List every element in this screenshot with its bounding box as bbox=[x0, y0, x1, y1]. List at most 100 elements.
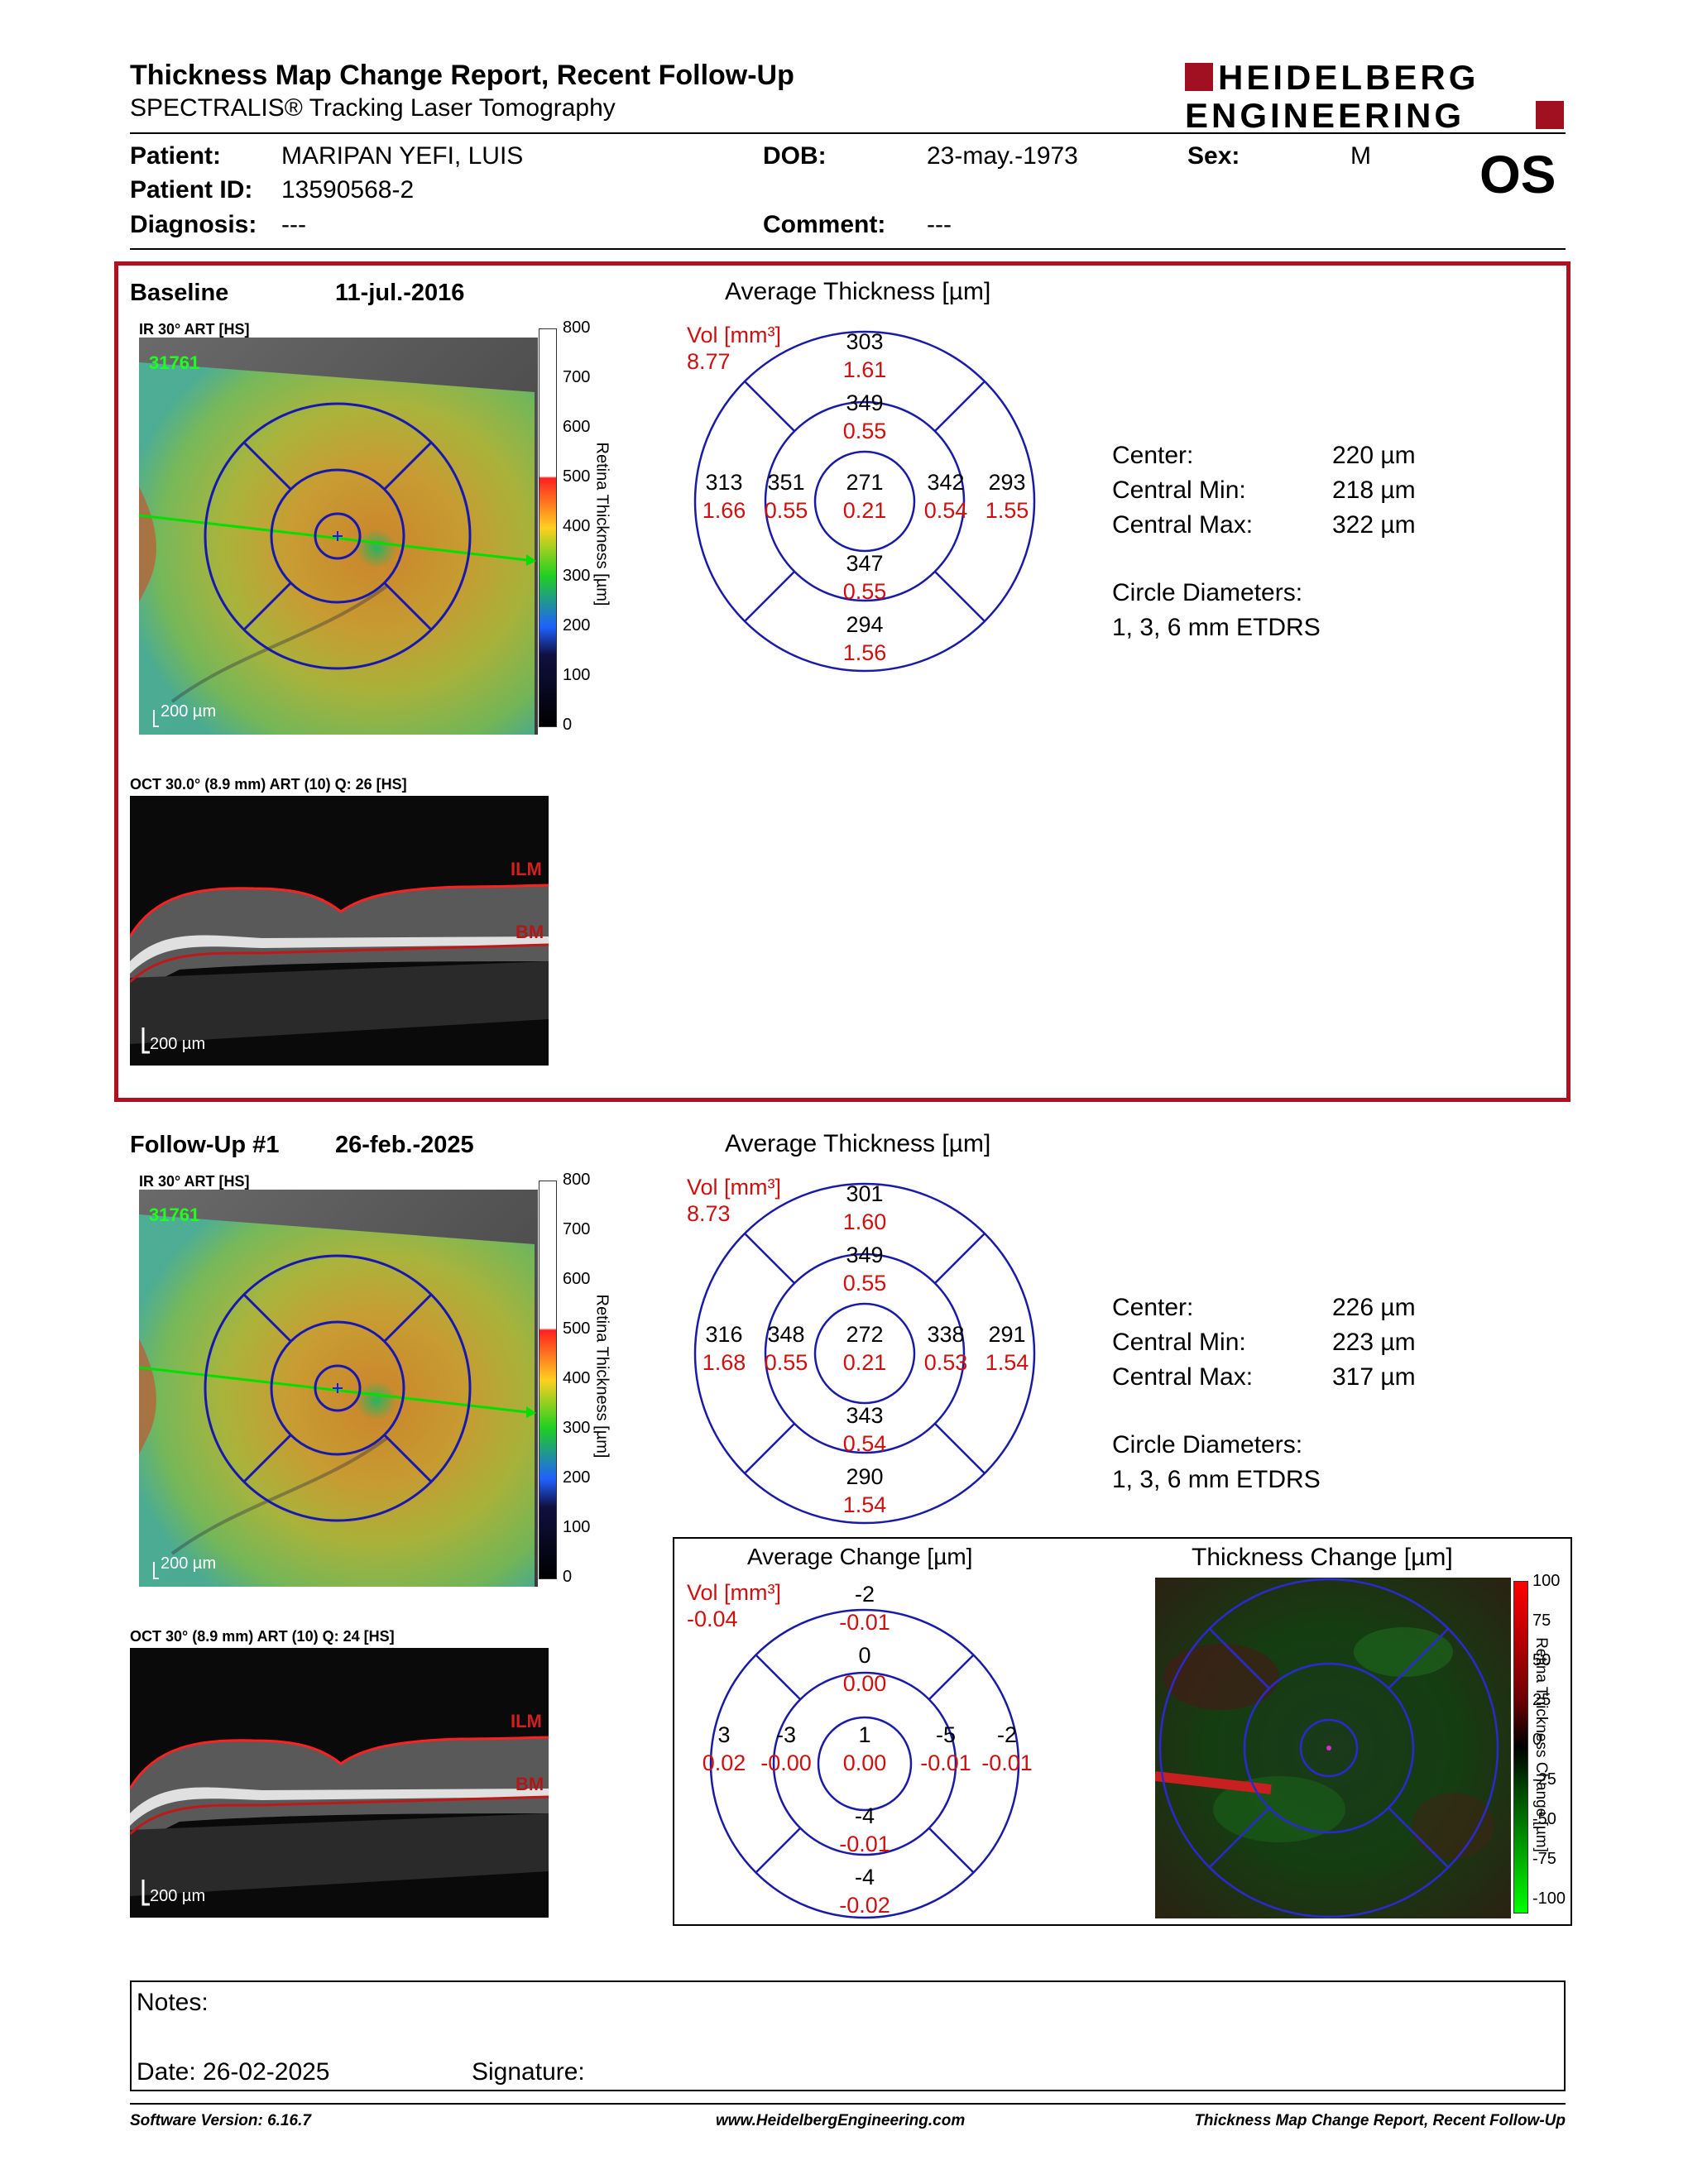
followup-inner-left-thickness: 348 bbox=[767, 1322, 804, 1347]
followup-outer-bottom-thickness: 290 bbox=[846, 1464, 883, 1489]
followup-etdrs-grid: Vol [mm³] 8.73 301 1.60 349 0.55 316 1.6… bbox=[687, 1175, 1036, 1525]
baseline-colorbar-ticks: 800 700 600 500 400 300 200 100 0 bbox=[563, 318, 591, 734]
followup-max-label: Central Max: bbox=[1112, 1363, 1254, 1391]
footer-rule bbox=[130, 2103, 1566, 2105]
baseline-date: 11-jul.-2016 bbox=[335, 280, 465, 306]
change-outer-left-volume: 0.02 bbox=[703, 1751, 746, 1775]
svg-text:ENGINEERING: ENGINEERING bbox=[1185, 96, 1465, 132]
baseline-inner-top-volume: 0.55 bbox=[843, 419, 887, 443]
change-inner-top-volume: 0.00 bbox=[843, 1671, 887, 1696]
followup-min-label: Central Min: bbox=[1112, 1329, 1246, 1356]
change-outer-right-volume: -0.01 bbox=[981, 1751, 1033, 1775]
notes-label: Notes: bbox=[137, 1989, 209, 2016]
followup-outer-right-thickness: 291 bbox=[988, 1322, 1025, 1347]
baseline-oct-bscan: ILM BM 200 µm bbox=[130, 796, 549, 1066]
baseline-colorbar-title: Retina Thickness [µm] bbox=[592, 442, 611, 606]
change-center-thickness: 1 bbox=[858, 1722, 870, 1747]
change-vol-value: -0.04 bbox=[687, 1607, 738, 1631]
eye-indicator: OS bbox=[1479, 145, 1556, 204]
sex-label: Sex: bbox=[1187, 142, 1240, 170]
diagnosis-value: --- bbox=[281, 211, 306, 238]
baseline-title: Baseline bbox=[130, 280, 229, 306]
followup-ilm-label: ILM bbox=[511, 1711, 542, 1731]
change-outer-right-thickness: -2 bbox=[997, 1722, 1017, 1747]
baseline-inner-top-thickness: 349 bbox=[846, 390, 883, 415]
followup-outer-top-thickness: 301 bbox=[846, 1181, 883, 1206]
followup-grid-title: Average Thickness [µm] bbox=[725, 1130, 991, 1157]
report-title: Thickness Map Change Report, Recent Foll… bbox=[130, 60, 794, 91]
followup-outer-left-thickness: 316 bbox=[705, 1322, 742, 1347]
patient-rule bbox=[130, 248, 1566, 250]
baseline-inner-bottom-volume: 0.55 bbox=[843, 579, 887, 604]
followup-colorbar-ticks: 800 700 600 500 400 300 200 100 0 bbox=[563, 1171, 591, 1586]
baseline-ir-overlay-code: 31761 bbox=[149, 352, 199, 373]
baseline-min-value: 218 µm bbox=[1332, 477, 1416, 504]
baseline-center-volume: 0.21 bbox=[843, 498, 887, 523]
followup-colorbar-title: Retina Thickness [µm] bbox=[592, 1294, 611, 1458]
followup-oct-bscan: ILM BM 200 µm bbox=[130, 1648, 549, 1918]
change-panel bbox=[673, 1537, 1572, 1926]
report-subtitle: SPECTRALIS® Tracking Laser Tomography bbox=[130, 94, 616, 122]
dob-value: 23-may.-1973 bbox=[927, 142, 1078, 170]
baseline-vol-label: Vol [mm³] bbox=[687, 323, 781, 347]
baseline-oct-scale: 200 µm bbox=[150, 1035, 205, 1053]
notes-date: Date: 26-02-2025 bbox=[137, 2058, 330, 2086]
followup-inner-right-volume: 0.53 bbox=[924, 1350, 968, 1375]
baseline-center-thickness: 271 bbox=[846, 470, 883, 495]
thickness-change-map bbox=[1155, 1578, 1511, 1918]
baseline-inner-bottom-thickness: 347 bbox=[846, 551, 883, 576]
change-map-title: Thickness Change [µm] bbox=[1192, 1544, 1453, 1571]
baseline-inner-right-thickness: 342 bbox=[927, 470, 964, 495]
followup-center-thickness: 272 bbox=[846, 1322, 883, 1347]
comment-label: Comment: bbox=[763, 211, 886, 238]
change-grid-title: Average Change [µm] bbox=[747, 1544, 973, 1569]
footer-software-version: Software Version: 6.16.7 bbox=[130, 2112, 311, 2129]
change-inner-right-thickness: -5 bbox=[936, 1722, 956, 1747]
change-outer-bottom-volume: -0.02 bbox=[839, 1893, 890, 1918]
followup-inner-top-volume: 0.55 bbox=[843, 1271, 887, 1296]
followup-outer-bottom-volume: 1.54 bbox=[843, 1492, 887, 1517]
baseline-etdrs-grid: Vol [mm³] 8.77 303 1.61 349 0.55 313 1.6… bbox=[687, 323, 1036, 673]
followup-outer-right-volume: 1.54 bbox=[985, 1350, 1029, 1375]
followup-diam-label: Circle Diameters: bbox=[1112, 1431, 1303, 1458]
change-colorbar-title: Retina Thickness Change [µm] bbox=[1532, 1637, 1550, 1852]
change-outer-bottom-thickness: -4 bbox=[855, 1865, 875, 1889]
notes-box bbox=[130, 1980, 1566, 2091]
baseline-outer-bottom-volume: 1.56 bbox=[843, 640, 887, 665]
followup-ir-scale-bar: 200 µm bbox=[161, 1554, 216, 1573]
baseline-inner-right-volume: 0.54 bbox=[924, 498, 968, 523]
change-colorbar-ticks: 100 75 50 25 0 -25 -50 -75 -100 bbox=[1532, 1572, 1566, 1908]
followup-vol-label: Vol [mm³] bbox=[687, 1175, 781, 1200]
baseline-outer-left-thickness: 313 bbox=[705, 470, 742, 495]
sex-value: M bbox=[1350, 142, 1371, 170]
followup-inner-bottom-volume: 0.54 bbox=[843, 1431, 887, 1456]
change-etdrs-grid: Vol [mm³] -0.04 -2 -0.01 0 0.00 3 0.02 -… bbox=[687, 1580, 1033, 1919]
baseline-diam-label: Circle Diameters: bbox=[1112, 579, 1303, 606]
followup-bm-label: BM bbox=[516, 1774, 544, 1794]
diagnosis-label: Diagnosis: bbox=[130, 211, 257, 238]
baseline-min-label: Central Min: bbox=[1112, 477, 1246, 504]
heidelberg-logo: HEIDELBERG ENGINEERING bbox=[1185, 58, 1564, 132]
followup-diam-value: 1, 3, 6 mm ETDRS bbox=[1112, 1466, 1321, 1493]
followup-date: 26-feb.-2025 bbox=[335, 1132, 474, 1158]
patient-id: 13590568-2 bbox=[281, 176, 415, 204]
followup-inner-bottom-thickness: 343 bbox=[846, 1403, 883, 1428]
followup-thickness-map: 31761 200 µm bbox=[139, 1190, 538, 1587]
baseline-ir-scale-bar: 200 µm bbox=[161, 702, 216, 721]
followup-center-volume: 0.21 bbox=[843, 1350, 887, 1375]
change-outer-left-thickness: 3 bbox=[717, 1722, 730, 1747]
baseline-oct-label: OCT 30.0° (8.9 mm) ART (10) Q: 26 [HS] bbox=[130, 776, 407, 793]
followup-outer-top-volume: 1.60 bbox=[843, 1209, 887, 1234]
change-vol-label: Vol [mm³] bbox=[687, 1580, 781, 1605]
change-outer-top-thickness: -2 bbox=[855, 1582, 875, 1607]
followup-min-value: 223 µm bbox=[1332, 1329, 1416, 1356]
baseline-thickness-map: 31761 200 µm bbox=[139, 338, 538, 735]
footer-report-name: Thickness Map Change Report, Recent Foll… bbox=[1194, 2112, 1566, 2129]
baseline-outer-top-thickness: 303 bbox=[846, 329, 883, 354]
followup-oct-scale: 200 µm bbox=[150, 1887, 205, 1905]
baseline-center-value: 220 µm bbox=[1332, 442, 1416, 469]
baseline-outer-bottom-thickness: 294 bbox=[846, 612, 883, 637]
baseline-colorbar bbox=[539, 328, 557, 727]
change-inner-bottom-volume: -0.01 bbox=[839, 1832, 890, 1856]
footer-website: www.HeidelbergEngineering.com bbox=[716, 2112, 966, 2129]
